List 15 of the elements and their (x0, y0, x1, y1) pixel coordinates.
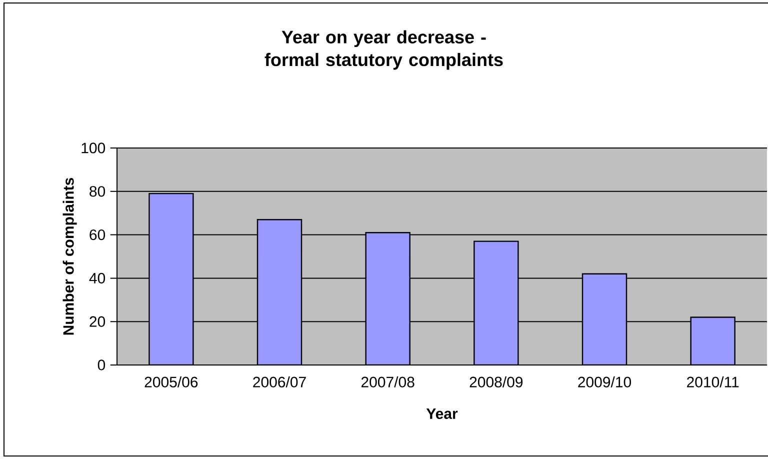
x-tick-label: 2008/09 (470, 376, 523, 388)
x-tick-label: 2006/07 (253, 376, 306, 388)
y-tick-label: 100 (82, 142, 106, 154)
y-tick-label: 20 (90, 316, 106, 327)
y-tick-label: 80 (90, 186, 106, 197)
x-tick-label: 2005/06 (144, 376, 198, 388)
y-tick-label: 40 (89, 272, 106, 284)
y-tick-label: 60 (90, 229, 106, 240)
x-tick-label: 2010/11 (687, 376, 739, 388)
y-axis-title: Number of complaints (62, 178, 77, 335)
chart-title: Year on year decrease - formal statutory complaints (264, 30, 503, 70)
x-tick-label: 2009/10 (578, 376, 632, 388)
x-axis-title: Year (426, 408, 458, 419)
y-tick-label: 0 (98, 360, 106, 370)
x-tick-label: 2007/08 (361, 376, 414, 388)
